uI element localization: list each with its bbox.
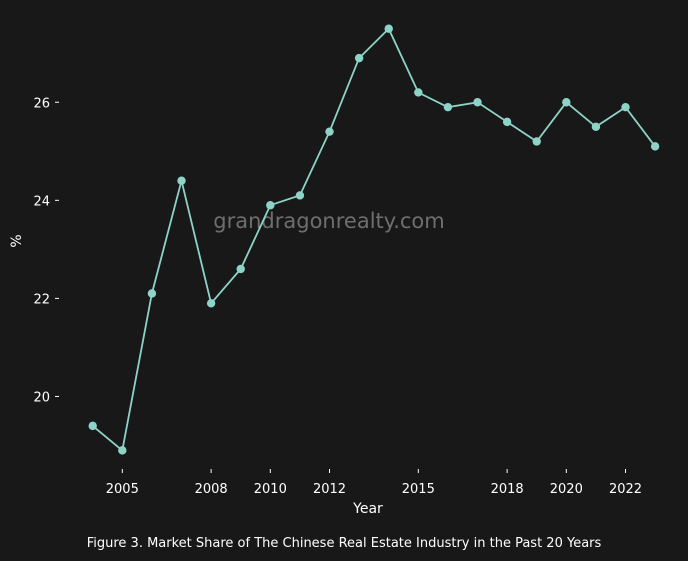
data-points <box>88 24 660 455</box>
data-point <box>118 446 127 455</box>
data-point <box>88 421 97 431</box>
y-tick-label: 26 <box>33 96 50 111</box>
x-tick-label: 2010 <box>254 482 287 497</box>
data-point <box>502 117 512 127</box>
x-tick-label: 2018 <box>491 482 524 497</box>
y-axis-label: % <box>9 234 25 247</box>
x-axis: 2005 2008 2010 2012 2015 2018 2020 2022 <box>106 469 642 497</box>
data-point <box>325 127 334 136</box>
data-point <box>354 53 364 63</box>
data-point <box>206 299 216 308</box>
x-tick-label: 2005 <box>106 482 139 497</box>
y-axis: 20 22 24 26 <box>33 96 59 405</box>
data-point <box>295 191 305 200</box>
series-line <box>92 27 656 453</box>
watermark: grandragonrealty.com <box>213 209 444 233</box>
data-point <box>621 102 630 112</box>
data-point <box>532 137 541 146</box>
x-tick-label: 2020 <box>550 482 583 497</box>
x-axis-label: Year <box>352 501 383 517</box>
data-point <box>414 88 423 97</box>
y-tick-label: 24 <box>33 194 50 209</box>
data-point <box>650 142 660 151</box>
data-point <box>473 98 482 107</box>
data-point <box>177 176 186 185</box>
data-point <box>266 201 275 210</box>
y-tick-label: 20 <box>33 390 50 405</box>
data-point <box>443 102 453 112</box>
y-tick-label: 22 <box>33 292 50 307</box>
x-tick-label: 2015 <box>402 482 435 497</box>
data-point <box>591 122 601 131</box>
data-point <box>236 264 245 274</box>
x-tick-label: 2008 <box>195 482 228 497</box>
figure-caption: Figure 3. Market Share of The Chinese Re… <box>86 536 602 551</box>
data-point <box>384 24 393 33</box>
x-tick-label: 2012 <box>313 482 346 497</box>
x-tick-label: 2022 <box>609 482 642 497</box>
data-point <box>147 289 157 298</box>
data-point <box>562 98 571 107</box>
